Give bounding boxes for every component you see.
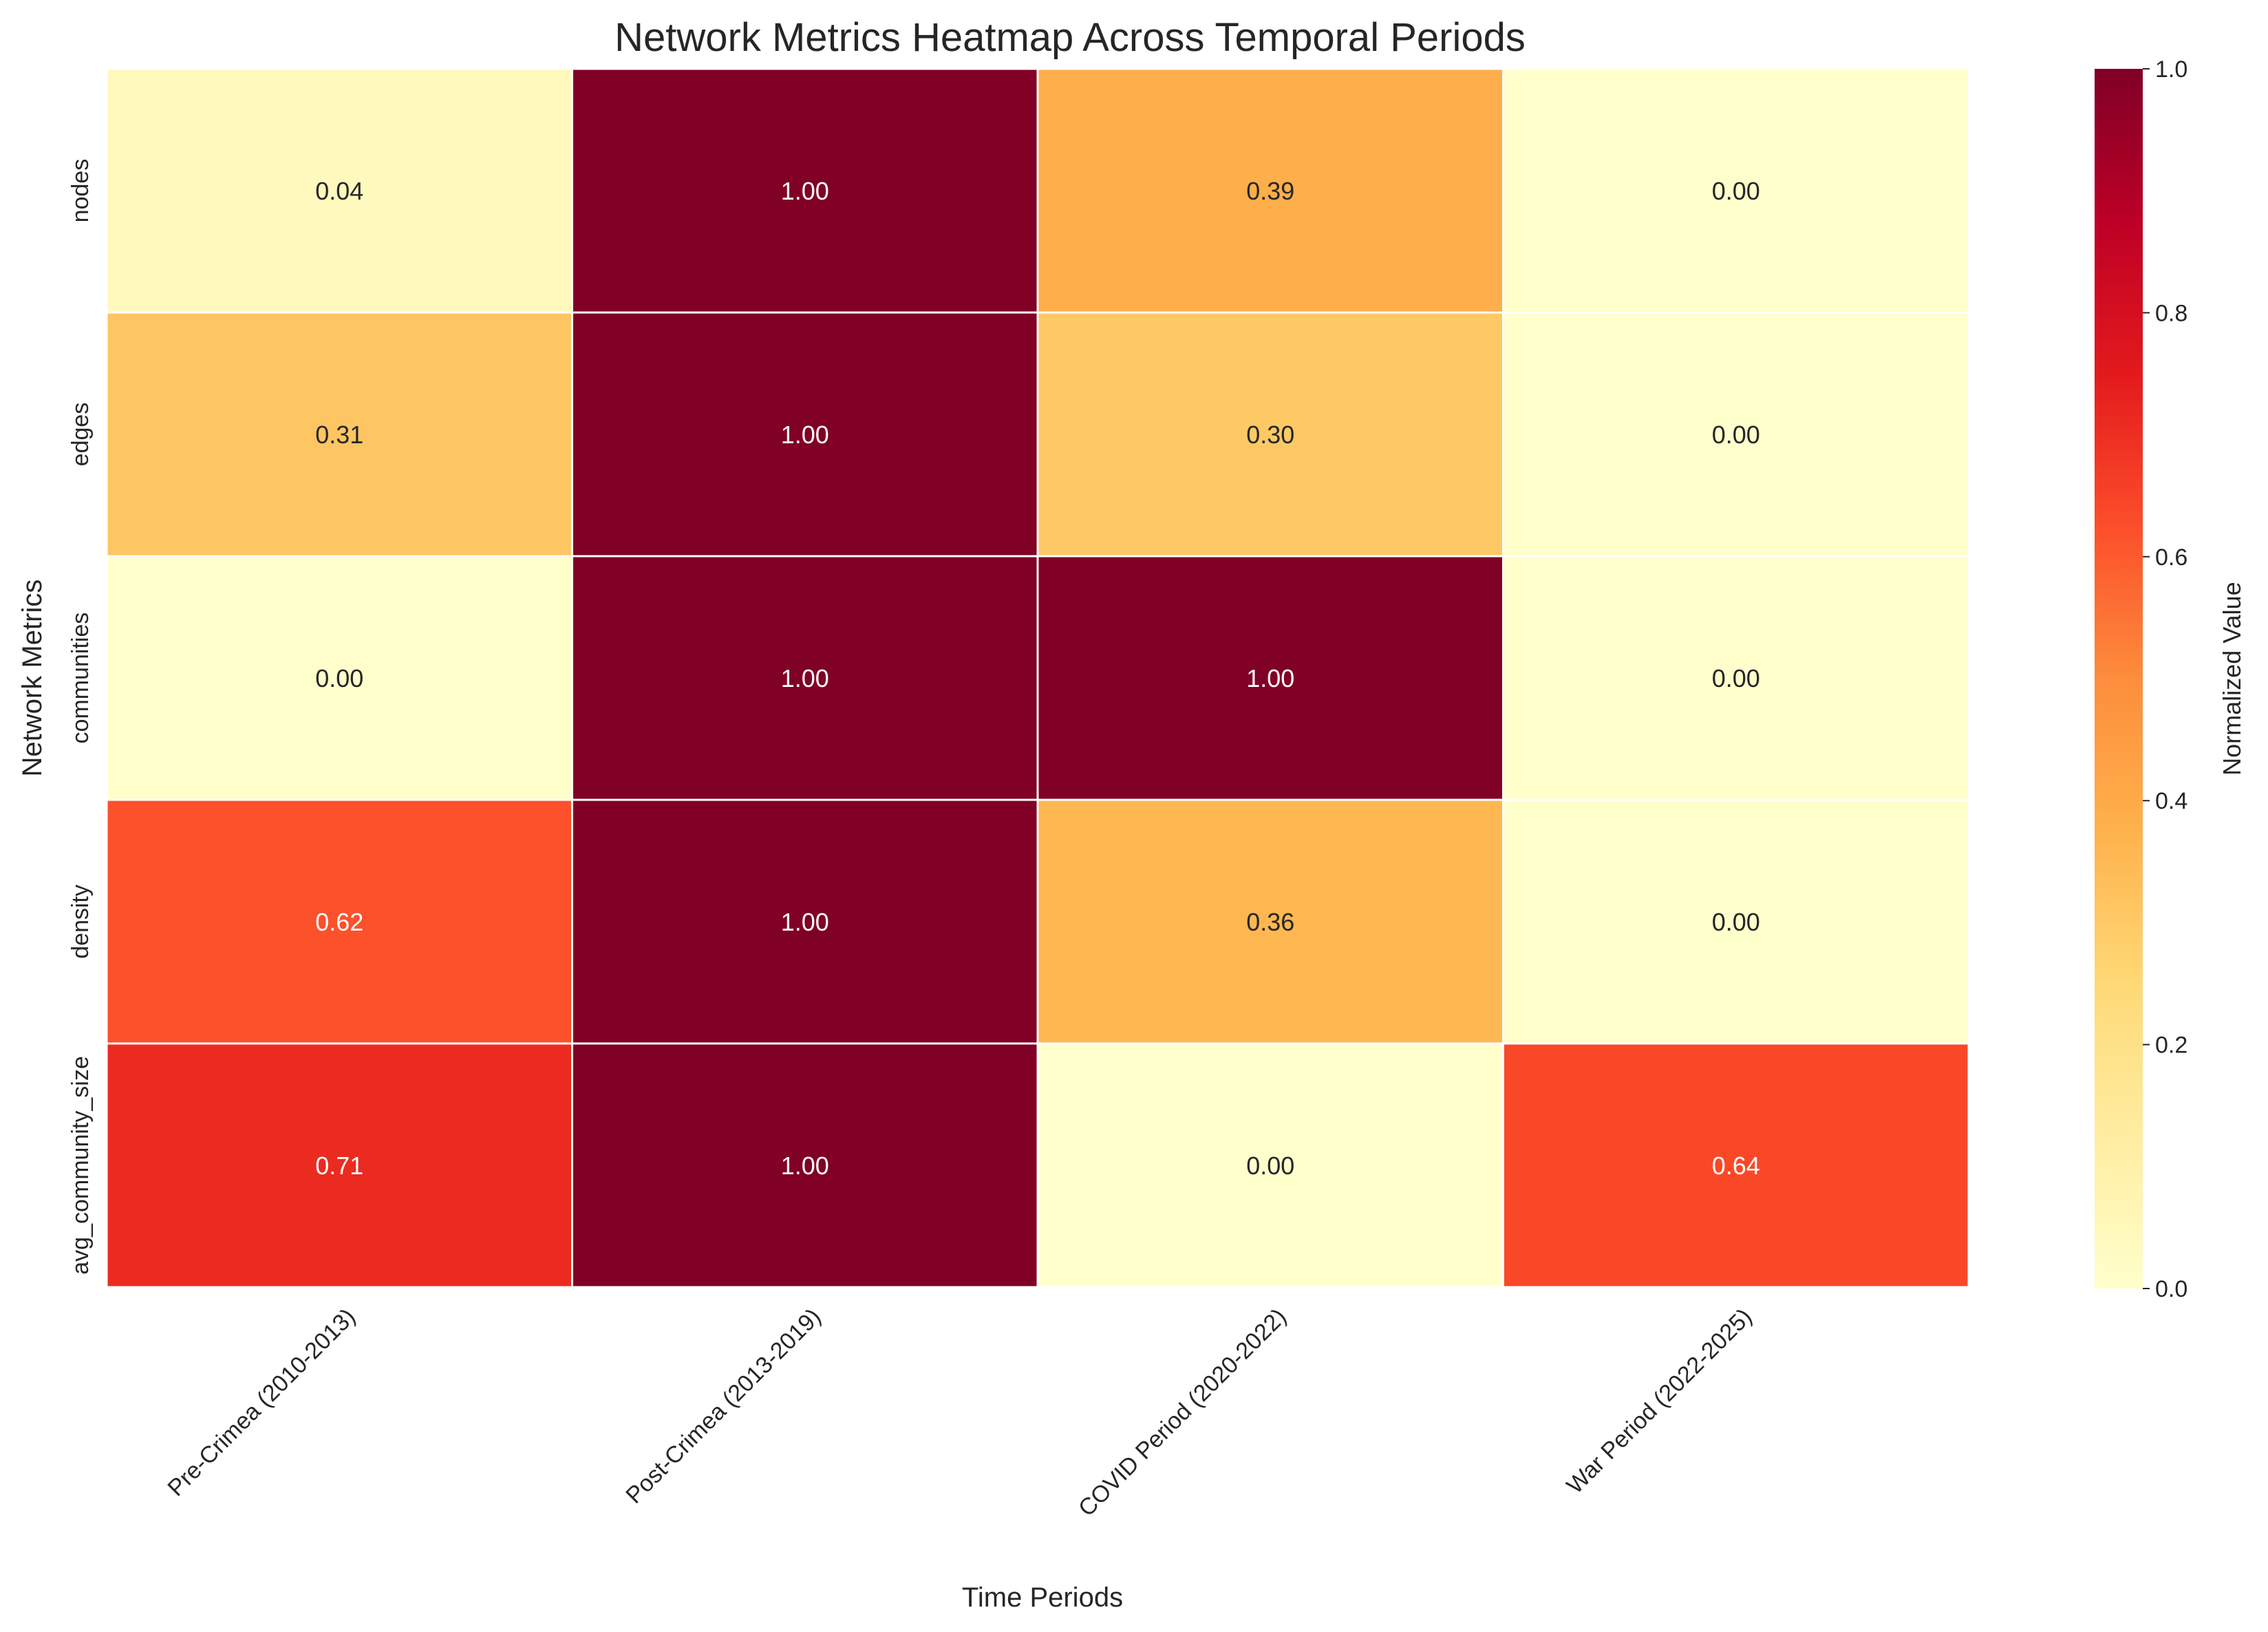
heatmap-cell	[571, 555, 1039, 801]
heatmap-cell	[1502, 1042, 1970, 1289]
heatmap-cell-labels: 0.04 1.00 0.39 0.00 0.31 1.00 0.30 0.00 0.00 1.00…	[315, 177, 1760, 1180]
heatmap-cell	[571, 1042, 1039, 1289]
cell-value-label: 0.00	[1712, 421, 1760, 449]
heatmap-cell	[105, 1042, 573, 1289]
y-tick-label: communities	[67, 613, 94, 744]
cell-value-label: 0.39	[1246, 177, 1294, 205]
heatmap-cell	[571, 67, 1039, 314]
cell-value-label: 1.00	[781, 421, 829, 449]
heatmap-cells	[105, 67, 1970, 1289]
colorbar-tick-label: 1.0	[2155, 56, 2187, 83]
cell-value-label: 0.36	[1246, 908, 1294, 936]
heatmap-cell	[571, 798, 1039, 1045]
cell-value-label: 1.00	[781, 177, 829, 205]
cell-value-label: 1.00	[781, 1152, 829, 1180]
cell-value-label: 1.00	[781, 908, 829, 936]
y-tick-label: avg_community_size	[67, 1056, 94, 1274]
colorbar-tick-label: 0.8	[2155, 300, 2187, 326]
heatmap-cell	[1502, 555, 1970, 801]
heatmap-cell	[1502, 798, 1970, 1045]
heatmap-cell	[105, 798, 573, 1045]
colorbar-tick-label: 0.4	[2155, 788, 2187, 814]
y-axis-label: Network Metrics	[17, 580, 47, 777]
cell-value-label: 0.30	[1246, 421, 1294, 449]
cell-value-label: 0.00	[1712, 664, 1760, 692]
heatmap-cell	[105, 555, 573, 801]
heatmap-cell	[1036, 311, 1504, 558]
y-tick-labels: nodes edges communities density avg_communit…	[67, 159, 94, 1275]
colorbar	[2095, 69, 2143, 1289]
colorbar-label: Normalized Value	[2218, 582, 2246, 775]
cell-value-label: 0.00	[1712, 908, 1760, 936]
cell-value-label: 0.31	[315, 421, 363, 449]
colorbar-tick-label: 0.6	[2155, 544, 2187, 571]
chart-title: Network Metrics Heatmap Across Temporal …	[614, 15, 1526, 60]
heatmap-cell	[1036, 67, 1504, 314]
colorbar-ticks: 0.0 0.2 0.4 0.6 0.8 1.0	[2143, 56, 2187, 1302]
y-tick-label: edges	[67, 403, 94, 467]
heatmap-cell	[1036, 798, 1504, 1045]
cell-value-label: 0.71	[315, 1152, 363, 1180]
cell-value-label: 0.64	[1712, 1152, 1760, 1180]
cell-value-label: 0.00	[315, 664, 363, 692]
cell-value-label: 0.00	[1712, 177, 1760, 205]
cell-value-label: 1.00	[1246, 664, 1294, 692]
y-tick-label: density	[67, 884, 94, 959]
x-axis-label: Time Periods	[962, 1582, 1123, 1613]
colorbar-tick-label: 0.0	[2155, 1276, 2187, 1302]
cell-value-label: 1.00	[781, 664, 829, 692]
heatmap-cell	[1502, 311, 1970, 558]
heatmap-cell	[1502, 67, 1970, 314]
cell-value-label: 0.04	[315, 177, 363, 205]
cell-value-label: 0.00	[1246, 1152, 1294, 1180]
y-tick-label: nodes	[67, 159, 94, 223]
colorbar-tick-label: 0.2	[2155, 1032, 2187, 1059]
heatmap-cell	[1036, 1042, 1504, 1289]
cell-value-label: 0.62	[315, 908, 363, 936]
heatmap-cell	[105, 67, 573, 314]
